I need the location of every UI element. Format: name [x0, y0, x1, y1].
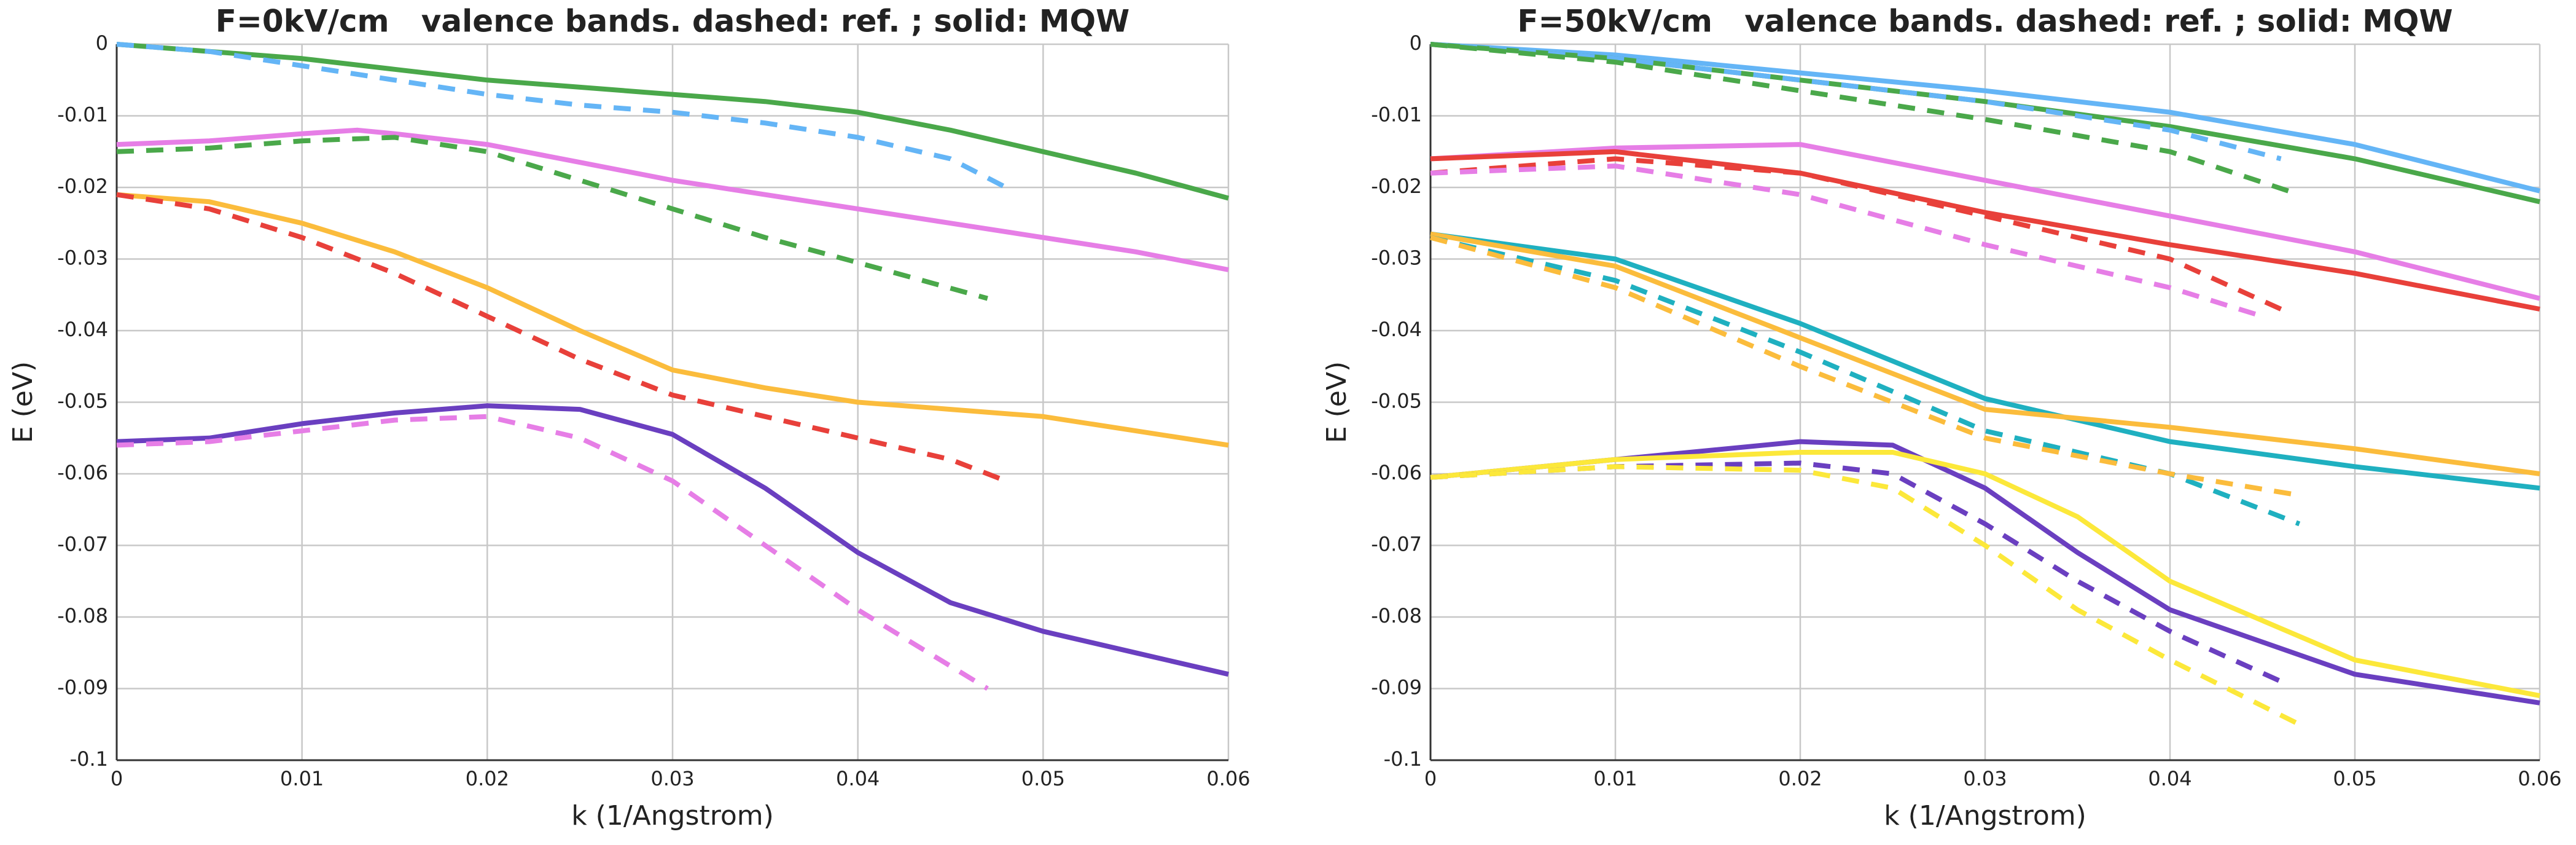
x-tick-label: 0.06	[2518, 767, 2561, 790]
solid-line	[1430, 42, 2540, 194]
y-tick-label: -0.1	[70, 747, 108, 771]
solid-line	[1430, 142, 2540, 301]
x-tick-label: 0.03	[1963, 767, 2007, 790]
solid-line	[1430, 231, 2540, 491]
y-tick-label: -0.03	[1371, 246, 1422, 270]
solid-line	[1430, 450, 2540, 699]
dashed-line	[116, 414, 989, 691]
chart-title: F=50kV/cm valence bands. dashed: ref. ; …	[1517, 4, 2453, 39]
x-tick-label: 0	[111, 767, 123, 790]
dashed-line	[116, 135, 988, 301]
solid-line	[116, 127, 1229, 272]
y-axis-label: E (eV)	[7, 361, 39, 443]
dashed-line	[1430, 156, 2282, 312]
y-tick-label: -0.05	[57, 390, 108, 413]
y-tick-label: -0.01	[57, 103, 108, 127]
solid-line	[116, 403, 1229, 677]
dashed-line	[1430, 42, 2300, 197]
x-tick-label: 0.05	[2333, 767, 2376, 790]
x-tick-label: 0	[1424, 767, 1437, 790]
dashed-line	[1430, 163, 2263, 319]
dashed-line	[116, 192, 1007, 484]
y-axis-label: E (eV)	[1321, 361, 1352, 443]
dashed-line	[1430, 42, 2282, 162]
x-tick-label: 0.02	[1778, 767, 1822, 790]
dashed-line	[1429, 235, 2300, 498]
y-tick-label: -0.09	[57, 676, 108, 699]
y-tick-label: -0.06	[1371, 461, 1422, 484]
solid-line	[1430, 149, 2540, 312]
y-tick-label: -0.02	[57, 175, 108, 198]
x-tick-label: 0.01	[1593, 767, 1637, 790]
y-tick-label: -0.06	[57, 461, 108, 484]
y-tick-label: -0.07	[1371, 533, 1422, 556]
y-tick-label: -0.1	[1384, 747, 1422, 771]
y-tick-label: -0.03	[57, 246, 108, 270]
x-tick-label: 0.02	[466, 767, 509, 790]
y-tick-label: 0	[96, 31, 108, 55]
x-axis-label: k (1/Angstrom)	[1884, 800, 2086, 831]
solid-line	[116, 42, 1230, 201]
y-tick-label: 0	[1410, 31, 1422, 55]
dashed-line	[116, 42, 1007, 190]
y-tick-label: -0.08	[1371, 604, 1422, 627]
y-tick-label: -0.04	[57, 318, 108, 341]
y-tick-label: -0.05	[1371, 390, 1422, 413]
x-tick-label: 0.03	[650, 767, 694, 790]
solid-line	[1430, 439, 2540, 705]
x-tick-label: 0.04	[836, 767, 880, 790]
y-tick-label: -0.07	[57, 533, 108, 556]
y-tick-label: -0.02	[1371, 175, 1422, 198]
chart: 0 -0.01 -0.02 -0.03 -0.04 -0.05 -0.06 -0.07 -0.0…	[7, 4, 1251, 832]
x-axis-label: k (1/Angstrom)	[571, 800, 774, 831]
chart-title: F=0kV/cm valence bands. dashed: ref. ; s…	[216, 4, 1130, 39]
y-tick-label: -0.08	[57, 604, 108, 627]
x-tick-label: 0.01	[280, 767, 324, 790]
solid-line	[116, 192, 1229, 448]
x-tick-label: 0.04	[2148, 767, 2192, 790]
y-tick-label: -0.09	[1371, 676, 1422, 699]
y-tick-label: -0.04	[1371, 318, 1422, 341]
dashed-line	[1430, 235, 2301, 527]
solid-line	[1430, 231, 2540, 476]
x-tick-label: 0.05	[1021, 767, 1065, 790]
x-tick-label: 0.06	[1206, 767, 1250, 790]
y-tick-label: -0.01	[1371, 103, 1422, 127]
dashed-line	[1430, 464, 2301, 727]
chart: 0 -0.01 -0.02 -0.03 -0.04 -0.05 -0.06 -0.07 -0.0…	[1321, 4, 2562, 832]
